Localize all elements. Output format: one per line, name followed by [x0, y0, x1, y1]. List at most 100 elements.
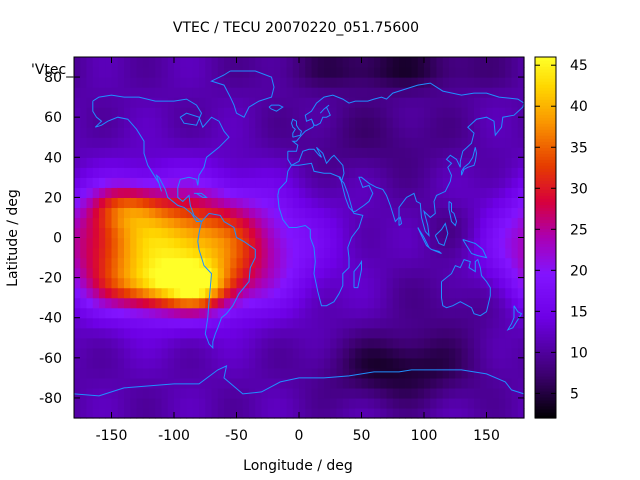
heatmap-cell	[324, 257, 331, 269]
heatmap-cell	[111, 97, 119, 108]
heatmap-cell	[155, 57, 163, 68]
heatmap-cell	[342, 107, 350, 118]
heatmap-cell	[461, 97, 469, 108]
heatmap-cell	[149, 297, 156, 309]
heatmap-cell	[455, 237, 463, 249]
heatmap-cell	[280, 167, 288, 178]
heatmap-cell	[392, 217, 400, 229]
heatmap-cell	[242, 167, 250, 178]
heatmap-cell	[155, 157, 163, 168]
heatmap-cell	[286, 287, 294, 299]
heatmap-cell	[142, 237, 150, 249]
heatmap-cell	[492, 297, 500, 309]
heatmap-cell	[486, 307, 494, 319]
heatmap-cell	[261, 277, 269, 289]
heatmap-cell	[424, 367, 431, 379]
heatmap-cell	[455, 197, 463, 209]
heatmap-cell	[242, 397, 250, 409]
heatmap-cell	[136, 97, 144, 108]
heatmap-cell	[386, 237, 394, 249]
heatmap-cell	[299, 307, 306, 319]
heatmap-cell	[205, 277, 213, 289]
heatmap-cell	[230, 137, 238, 148]
heatmap-cell	[474, 227, 481, 239]
heatmap-cell	[180, 237, 188, 249]
colorbar-cell	[535, 369, 556, 374]
heatmap-cell	[274, 397, 281, 409]
heatmap-cell	[517, 407, 525, 419]
colorbar-border	[534, 56, 557, 419]
heatmap-cell	[155, 247, 163, 259]
heatmap-cell	[205, 267, 213, 279]
heatmap-cell	[186, 97, 194, 108]
colorbar-cell	[535, 216, 556, 221]
heatmap-cell	[392, 107, 400, 118]
heatmap-cell	[199, 347, 206, 359]
heatmap-cell	[117, 207, 125, 219]
heatmap-cell	[130, 387, 138, 399]
heatmap-cell	[424, 237, 431, 249]
heatmap-cell	[430, 367, 438, 379]
heatmap-cell	[286, 277, 294, 289]
heatmap-cell	[205, 397, 213, 409]
heatmap-cell	[236, 187, 244, 198]
heatmap-cell	[411, 377, 419, 389]
heatmap-cell	[386, 147, 394, 158]
heatmap-cell	[486, 387, 494, 399]
heatmap-cell	[511, 357, 519, 369]
heatmap-cell	[442, 157, 450, 168]
heatmap-cell	[242, 307, 250, 319]
heatmap-cell	[449, 357, 456, 369]
heatmap-cell	[355, 137, 363, 148]
heatmap-cell	[255, 157, 263, 168]
colorbar-cell	[535, 66, 556, 70]
heatmap-cell	[211, 187, 219, 198]
heatmap-cell	[424, 297, 431, 309]
heatmap-cell	[330, 267, 338, 279]
heatmap-cell	[124, 87, 131, 98]
heatmap-cell	[261, 177, 269, 188]
heatmap-cell	[492, 147, 500, 158]
heatmap-cell	[511, 207, 519, 219]
heatmap-cell	[224, 327, 231, 339]
heatmap-cell	[417, 57, 425, 68]
heatmap-cell	[255, 237, 263, 249]
heatmap-cell	[199, 267, 206, 279]
heatmap-cell	[299, 107, 306, 118]
heatmap-cell	[186, 87, 194, 98]
heatmap-cell	[74, 267, 81, 279]
heatmap-cell	[474, 87, 481, 98]
heatmap-cell	[436, 57, 444, 68]
colorbar-cell	[535, 336, 556, 341]
heatmap-cell	[249, 127, 256, 138]
heatmap-cell	[455, 77, 463, 88]
heatmap-cell	[192, 67, 200, 78]
heatmap-cell	[405, 287, 413, 299]
colorbar-cell	[535, 273, 556, 278]
heatmap-cell	[367, 347, 375, 359]
heatmap-cell	[99, 97, 106, 108]
heatmap-cell	[249, 287, 256, 299]
heatmap-cell	[305, 207, 313, 219]
heatmap-cell	[424, 287, 431, 299]
heatmap-cell	[367, 77, 375, 88]
heatmap-cell	[467, 77, 475, 88]
heatmap-cell	[255, 357, 263, 369]
heatmap-cell	[461, 127, 469, 138]
heatmap-cell	[336, 127, 344, 138]
heatmap-cell	[236, 77, 244, 88]
heatmap-cell	[274, 177, 281, 188]
heatmap-cell	[424, 327, 431, 339]
colorbar-cell	[535, 117, 556, 121]
heatmap-cell	[392, 77, 400, 88]
heatmap-cell	[86, 227, 94, 239]
heatmap-cell	[124, 327, 131, 339]
coastline-new-zealand	[506, 305, 523, 331]
heatmap-cell	[374, 397, 381, 409]
heatmap-cell	[174, 237, 181, 249]
heatmap-cell	[174, 387, 181, 399]
heatmap-cell	[130, 257, 138, 269]
heatmap-cell	[117, 407, 125, 419]
heatmap-cell	[492, 77, 500, 88]
heatmap-cell	[267, 347, 275, 359]
